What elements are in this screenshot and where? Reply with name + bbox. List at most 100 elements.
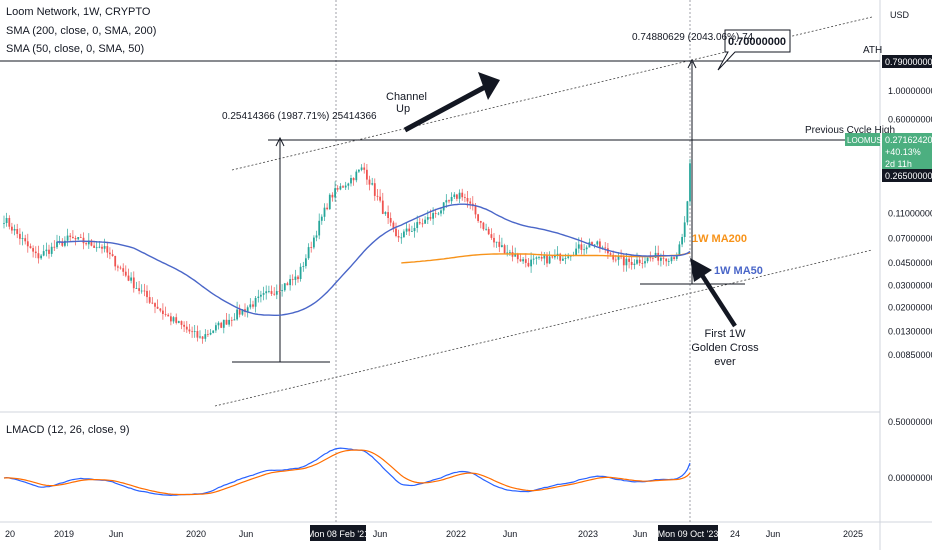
candle-body [209,332,212,335]
candle-body [283,283,286,291]
symbol-label: LOOMUSD [847,136,888,145]
candle-body [257,296,260,298]
candle-body [5,218,8,223]
candle-body [109,252,111,255]
channel-label: Channel [386,91,427,103]
measure-left-label: 0.25414366 (1987.71%) 25414366 [222,111,377,122]
candle-body [593,244,596,246]
candle-body [344,185,347,188]
candle-body [617,256,620,260]
candle-body [196,331,199,338]
candle-body [662,257,665,259]
golden-cross-arrow [698,270,737,328]
candle-body [580,244,583,250]
candle-body [487,228,490,235]
candle-body [532,258,535,260]
candle-body [495,241,498,243]
candle-body [278,291,281,292]
candle-body [19,233,21,239]
candle-body [270,291,273,294]
symbol-badge [845,133,880,146]
level-badge [882,169,932,182]
candle-body [254,298,257,307]
candle-body [50,246,53,254]
candle-body [275,291,278,295]
candle-body [53,246,56,248]
candle-body [604,247,607,249]
candle-body [403,231,405,238]
sma50-line [57,203,691,316]
candle-body [117,266,119,268]
candle-body [514,253,517,257]
candle-body [577,244,580,249]
channel-lower-line [214,249,873,407]
candle-body [103,246,106,249]
candle-body [673,257,675,259]
candle-body [575,248,577,256]
golden-cross-arrow-head [690,258,712,282]
candle-body [384,212,387,214]
macd-legend[interactable]: LMACD (12, 26, close, 9) [6,424,130,436]
candle-body [201,336,204,339]
candle-body [156,306,159,309]
candle-body [230,319,233,321]
candle-body [352,178,355,181]
candle-body [625,258,628,266]
candle-body [554,255,556,258]
candle-body [429,217,432,219]
candle-body [426,217,429,220]
candle-body [434,213,437,214]
candle-body [204,334,207,339]
candle-body [21,238,24,239]
candle-body [146,290,148,298]
candle-body [501,245,503,247]
countdown-label: 2d 11h [885,159,912,169]
candle-body [498,241,501,247]
candle-body [551,256,554,258]
measure-arrowhead-right [687,58,697,69]
candle-body [670,257,673,262]
time-tick-8: 2023 [578,529,598,539]
candle-body [397,236,400,238]
candle-body [193,331,196,332]
candle-body [286,283,289,286]
candle-body [69,235,72,237]
macd-line [3,447,691,497]
candle-body [233,319,236,321]
candle-body [85,243,87,245]
candle-body [236,309,238,320]
candle-body [445,200,448,203]
price-tick-3: 0.11000000 [888,208,932,218]
candle-body [215,325,217,331]
candle-body [630,262,633,265]
candle-body [138,288,140,291]
candle-body [405,228,408,232]
candle-body [26,241,29,247]
candle-body [418,222,421,224]
candle-body [588,242,591,248]
candle-body [225,319,228,325]
candle-body [347,183,350,186]
candle-body [249,304,252,308]
candle-body [154,303,156,307]
candle-body [29,246,32,249]
candle-body [395,228,397,236]
candle-body [689,163,691,202]
candle-body [299,266,302,279]
sma200-legend[interactable]: SMA (200, close, 0, SMA, 200) [6,25,157,37]
candle-body [535,257,538,259]
channel-up-label: Up [396,103,410,115]
candle-body [519,259,522,262]
time-tick-7: Jun [503,529,518,539]
candle-body [45,249,48,252]
candle-body [167,314,170,317]
candle-body [222,319,225,328]
candle-body [583,249,585,251]
golden-cross-label-3: ever [714,356,736,368]
candle-body [527,262,530,267]
ath-price-badge [882,55,932,68]
candle-body [585,247,588,250]
last-change-label: +40.13% [885,147,921,157]
sma50-legend[interactable]: SMA (50, close, 0, SMA, 50) [6,43,145,55]
